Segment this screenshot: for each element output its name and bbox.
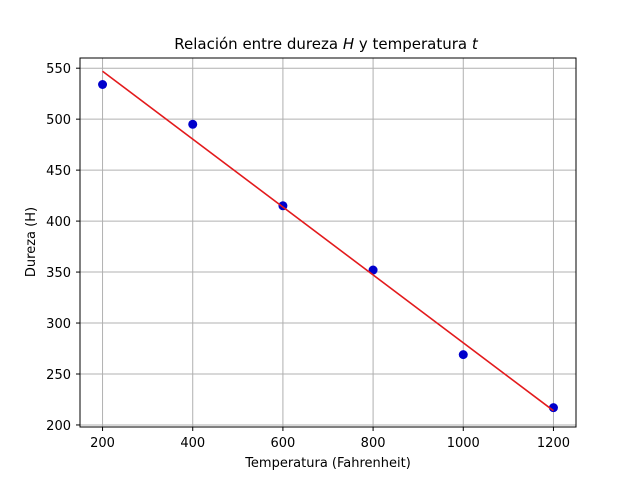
y-tick-label: 200 (46, 419, 71, 434)
y-tick-label: 450 (46, 164, 71, 179)
title-variable-t: t (472, 35, 479, 53)
plot-frame (79, 57, 577, 428)
x-tick-label: 400 (180, 436, 205, 451)
y-tick-label: 550 (46, 62, 71, 77)
x-tick-label: 200 (90, 436, 115, 451)
title-variable-h: H (343, 35, 354, 53)
x-tick-label: 600 (270, 436, 295, 451)
title-prefix: Relación entre dureza (174, 35, 343, 53)
x-tick-label: 800 (361, 436, 386, 451)
data-point (458, 350, 468, 360)
grid-layer (80, 58, 576, 427)
title-middle: y temperatura (354, 35, 472, 53)
regression-line (102, 70, 554, 412)
chart-title: Relación entre dureza H y temperatura t (174, 35, 479, 53)
data-point (188, 119, 198, 129)
y-tick-label: 300 (46, 317, 71, 332)
y-tick-label: 500 (46, 113, 71, 128)
series-layer (98, 70, 558, 413)
x-tick-label: 1200 (537, 436, 570, 451)
y-tick-label: 250 (46, 368, 71, 383)
x-axis-label: Temperatura (Fahrenheit) (244, 456, 411, 471)
x-tick-label: 1000 (447, 436, 480, 451)
y-tick-label: 400 (46, 215, 71, 230)
data-point (98, 80, 108, 90)
y-tick-label: 350 (46, 266, 71, 281)
tick-layer: 200 400 600 800 1000 1200 200 250 300 350 400 450 50… (46, 62, 570, 451)
y-axis-label: Dureza (H) (24, 207, 39, 277)
